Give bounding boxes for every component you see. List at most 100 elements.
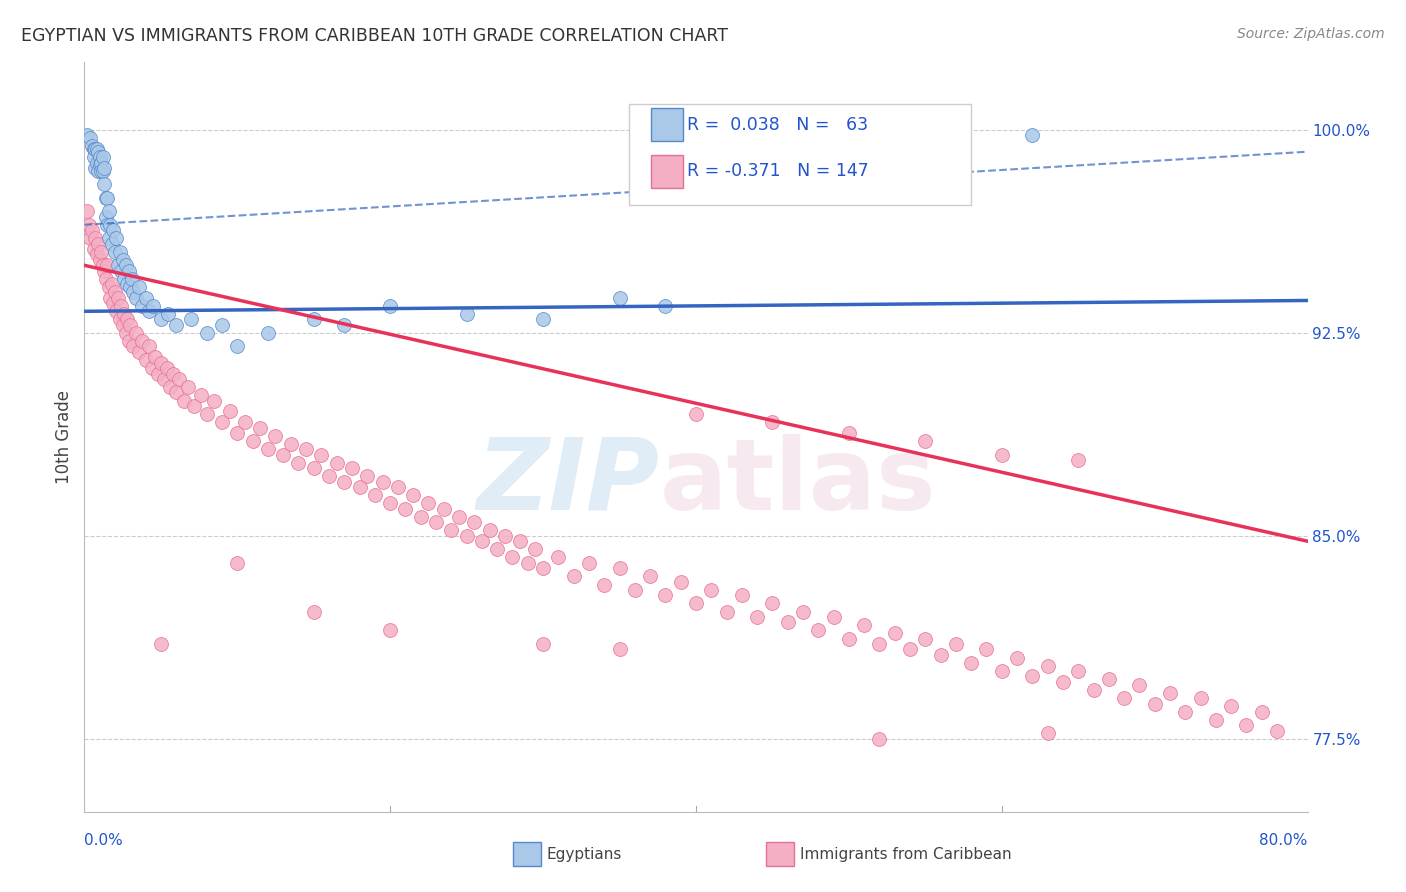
Point	[1083, 683, 1105, 698]
Point	[340, 461, 363, 475]
Point	[90, 244, 112, 259]
Point	[524, 542, 547, 557]
Point	[103, 223, 125, 237]
Point	[380, 496, 402, 510]
Point	[83, 142, 105, 156]
Point	[478, 524, 501, 538]
Point	[125, 291, 148, 305]
Point	[162, 367, 184, 381]
Point	[929, 648, 952, 662]
Point	[104, 285, 127, 300]
Point	[333, 318, 356, 332]
Point	[1205, 713, 1227, 727]
FancyBboxPatch shape	[651, 108, 682, 141]
Point	[1174, 705, 1197, 719]
Point	[433, 501, 456, 516]
Point	[669, 574, 692, 589]
Point	[226, 339, 249, 353]
Point	[77, 218, 100, 232]
Point	[143, 351, 166, 365]
Text: Immigrants from Caribbean: Immigrants from Caribbean	[800, 847, 1012, 862]
Point	[654, 588, 676, 602]
Point	[98, 218, 121, 232]
Point	[173, 393, 195, 408]
Point	[562, 569, 585, 583]
Point	[685, 596, 707, 610]
Text: EGYPTIAN VS IMMIGRANTS FROM CARIBBEAN 10TH GRADE CORRELATION CHART: EGYPTIAN VS IMMIGRANTS FROM CARIBBEAN 10…	[21, 27, 728, 45]
Point	[149, 637, 172, 651]
Point	[1021, 128, 1043, 143]
Point	[128, 280, 150, 294]
Point	[425, 516, 447, 530]
Point	[823, 610, 845, 624]
Point	[418, 496, 440, 510]
Point	[945, 637, 967, 651]
Point	[183, 399, 205, 413]
Point	[157, 307, 180, 321]
Point	[318, 469, 340, 483]
Point	[531, 312, 554, 326]
Point	[494, 529, 516, 543]
Point	[195, 407, 218, 421]
Point	[654, 299, 676, 313]
Point	[531, 561, 554, 575]
Point	[509, 534, 531, 549]
Point	[93, 264, 115, 278]
Point	[80, 139, 103, 153]
Point	[107, 258, 129, 272]
Point	[1128, 677, 1150, 691]
Point	[761, 415, 783, 429]
Point	[380, 299, 402, 313]
Point	[89, 158, 111, 172]
Point	[122, 339, 145, 353]
Point	[103, 296, 125, 310]
Point	[242, 434, 264, 449]
Y-axis label: 10th Grade: 10th Grade	[55, 390, 73, 484]
Point	[142, 299, 165, 313]
Point	[914, 434, 936, 449]
Point	[86, 142, 108, 156]
Point	[108, 312, 131, 326]
Point	[371, 475, 394, 489]
Point	[387, 480, 409, 494]
Point	[960, 656, 983, 670]
Point	[138, 339, 160, 353]
Point	[463, 516, 485, 530]
Point	[333, 475, 356, 489]
Point	[84, 161, 107, 175]
Point	[1189, 691, 1212, 706]
Point	[83, 150, 105, 164]
Point	[84, 231, 107, 245]
Point	[90, 163, 112, 178]
Point	[84, 142, 107, 156]
Point	[94, 191, 117, 205]
Text: ZIP: ZIP	[477, 434, 659, 531]
Point	[118, 334, 141, 348]
Point	[1067, 664, 1090, 678]
Point	[89, 252, 111, 267]
Point	[79, 131, 101, 145]
Point	[516, 556, 538, 570]
Point	[271, 448, 294, 462]
Point	[149, 356, 172, 370]
Point	[609, 561, 631, 575]
Point	[131, 334, 153, 348]
Point	[115, 277, 138, 292]
Point	[96, 191, 118, 205]
Point	[135, 353, 157, 368]
Point	[165, 385, 187, 400]
Point	[91, 150, 114, 164]
Point	[110, 264, 132, 278]
Point	[76, 128, 98, 143]
Point	[114, 326, 136, 340]
Point	[869, 637, 891, 651]
Point	[531, 637, 554, 651]
Point	[716, 605, 738, 619]
Point	[364, 488, 387, 502]
Point	[96, 218, 118, 232]
Point	[302, 312, 325, 326]
Point	[105, 304, 128, 318]
Point	[976, 642, 998, 657]
Point	[700, 582, 723, 597]
Point	[87, 145, 110, 159]
